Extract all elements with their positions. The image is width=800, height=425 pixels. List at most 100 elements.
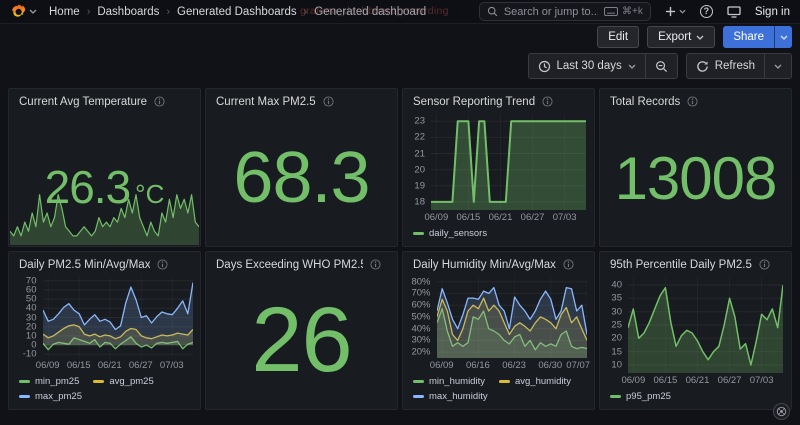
panel-header[interactable]: 95th Percentile Daily PM2.5 <box>600 252 791 277</box>
refresh-button[interactable]: Refresh <box>687 54 764 78</box>
legend-label: max_pm25 <box>35 389 82 404</box>
y-axis-label: 25 <box>611 320 622 331</box>
y-axis-label: 50% <box>411 311 430 322</box>
legend-swatch <box>93 380 104 383</box>
share-button[interactable]: Share <box>723 26 774 48</box>
y-axis-label: 21 <box>414 148 425 159</box>
refresh-interval-button[interactable] <box>764 54 791 78</box>
legend-label: avg_pm25 <box>109 374 153 389</box>
legend-item[interactable]: avg_pm25 <box>93 374 153 389</box>
legend-swatch <box>413 395 424 398</box>
search-box[interactable]: ⌘+k <box>479 2 651 21</box>
panel-header[interactable]: Daily Humidity Min/Avg/Max <box>403 252 594 277</box>
panel-daily-pm25-min-avg-max: Daily PM2.5 Min/Avg/Max -100102030405060… <box>8 251 201 410</box>
time-controls: Last 30 days Refresh <box>0 50 800 82</box>
zoom-out-icon <box>655 60 668 73</box>
panel-header[interactable]: Total Records <box>600 89 791 114</box>
info-icon[interactable] <box>759 259 770 270</box>
timeseries-chart[interactable]: -1001020304050607006/0906/1506/2106/2707… <box>17 277 192 405</box>
panel-title: Current Max PM2.5 <box>216 96 316 108</box>
panel-title: Daily PM2.5 Min/Avg/Max <box>19 259 150 271</box>
x-axis-label: 07/03 <box>750 375 774 386</box>
legend-item[interactable]: p95_pm25 <box>610 389 671 404</box>
timeseries-chart[interactable]: 18192021222306/0906/1506/2106/2707/03dai… <box>411 114 586 242</box>
stat-value: 13008 <box>615 150 777 207</box>
panel-current-max-pm25: Current Max PM2.5 68.3 <box>205 88 398 247</box>
legend-item[interactable]: avg_humidity <box>499 374 571 389</box>
keyboard-icon <box>604 7 618 16</box>
legend-swatch <box>610 395 621 398</box>
refresh-label: Refresh <box>715 60 755 72</box>
export-button-label: Export <box>658 31 691 43</box>
add-new-button[interactable] <box>665 6 686 17</box>
legend-item[interactable]: min_humidity <box>413 374 485 389</box>
legend-label: daily_sensors <box>429 226 487 241</box>
info-icon[interactable] <box>370 259 381 270</box>
search-shortcut: ⌘+k <box>604 6 643 17</box>
chevron-down-icon <box>774 64 782 69</box>
x-axis-label: 07/03 <box>160 360 184 371</box>
info-icon[interactable] <box>157 259 168 270</box>
y-axis-label: 40 <box>611 280 622 291</box>
legend-item[interactable]: daily_sensors <box>413 226 487 241</box>
edit-button[interactable]: Edit <box>597 26 639 48</box>
y-axis-label: 35 <box>611 293 622 304</box>
clock-icon <box>538 60 551 73</box>
grafana-logo[interactable] <box>10 3 37 20</box>
x-axis-label: 06/15 <box>654 375 678 386</box>
panel-title: Sensor Reporting Trend <box>413 96 535 108</box>
help-icon: ? <box>700 5 713 18</box>
x-axis-label: 06/27 <box>521 212 545 223</box>
x-axis-label: 06/30 <box>538 360 562 371</box>
timeseries-chart[interactable]: 1015202530354006/0906/1506/2106/2707/03p… <box>608 277 783 405</box>
panel-header[interactable]: Days Exceeding WHO PM2.5 Thr... <box>206 252 397 277</box>
info-icon[interactable] <box>563 259 574 270</box>
legend-item[interactable]: max_humidity <box>413 389 488 404</box>
legend-swatch <box>19 380 30 383</box>
legend-label: avg_humidity <box>515 374 571 389</box>
recording-indicator-icon[interactable] <box>773 403 790 420</box>
info-icon[interactable] <box>542 96 553 107</box>
share-button-group: Share <box>723 26 792 48</box>
panel-total-records: Total Records 13008 <box>599 88 792 247</box>
panel-header[interactable]: Sensor Reporting Trend <box>403 89 594 114</box>
panel-sensor-reporting-trend: Sensor Reporting Trend 18192021222306/09… <box>402 88 595 247</box>
breadcrumb-dashboards[interactable]: Dashboards <box>97 6 159 18</box>
timeseries-chart[interactable]: 20%30%40%50%60%70%80%06/0906/1606/2306/3… <box>411 277 586 405</box>
info-icon[interactable] <box>154 96 165 107</box>
dashboard-toolbar: Edit Export Share <box>0 24 800 50</box>
share-menu-button[interactable] <box>774 26 792 48</box>
breadcrumb-generated-dashboards[interactable]: Generated Dashboards <box>177 6 297 18</box>
legend-swatch <box>499 380 510 383</box>
legend-item[interactable]: min_pm25 <box>19 374 79 389</box>
panel-header[interactable]: Current Avg Temperature <box>9 89 200 114</box>
plus-icon <box>665 6 676 17</box>
panel-header[interactable]: Current Max PM2.5 <box>206 89 397 114</box>
search-input[interactable] <box>504 6 598 18</box>
time-range-picker[interactable]: Last 30 days <box>529 54 645 78</box>
info-icon[interactable] <box>323 96 334 107</box>
sign-in-button[interactable]: Sign in <box>755 6 790 18</box>
breadcrumb-separator: › <box>87 6 91 18</box>
y-axis-label: 19 <box>414 180 425 191</box>
y-axis-label: 20 <box>414 164 425 175</box>
breadcrumb-current: Generated dashboard <box>314 6 426 18</box>
breadcrumb-home[interactable]: Home <box>49 6 80 18</box>
info-icon[interactable] <box>687 96 698 107</box>
y-axis-label: 30% <box>411 335 430 346</box>
legend-swatch <box>413 232 424 235</box>
news-button[interactable] <box>727 6 741 18</box>
x-axis-label: 06/21 <box>98 360 122 371</box>
panel-title: Current Avg Temperature <box>19 96 147 108</box>
zoom-out-button[interactable] <box>645 54 677 78</box>
grafana-logo-icon <box>10 3 27 20</box>
panel-header[interactable]: Daily PM2.5 Min/Avg/Max <box>9 252 200 277</box>
x-axis-label: 06/21 <box>489 212 513 223</box>
dashboard-grid: Current Avg Temperature 26.3 °C Current … <box>0 82 800 410</box>
y-axis-label: 20 <box>611 333 622 344</box>
legend-item[interactable]: max_pm25 <box>19 389 82 404</box>
refresh-icon <box>696 60 709 73</box>
help-button[interactable]: ? <box>700 5 713 18</box>
export-button[interactable]: Export <box>647 26 715 48</box>
x-axis-label: 06/09 <box>36 360 60 371</box>
